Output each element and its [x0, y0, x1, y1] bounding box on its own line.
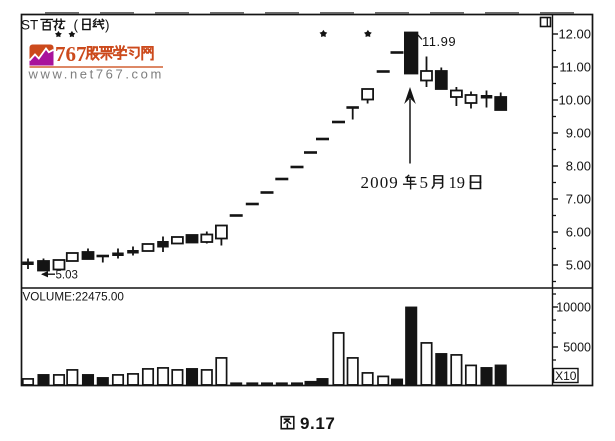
svg-text:9.17: 9.17 — [300, 414, 336, 433]
svg-text:5.03: 5.03 — [56, 270, 78, 282]
svg-text:11.00: 11.00 — [559, 60, 591, 75]
svg-text:8.00: 8.00 — [566, 159, 591, 174]
svg-text:ST: ST — [21, 18, 38, 33]
svg-text:7.00: 7.00 — [566, 192, 591, 207]
svg-text:VOLUME:22475.00: VOLUME:22475.00 — [23, 291, 125, 304]
svg-text:5000: 5000 — [563, 341, 591, 355]
svg-text:2009: 2009 — [361, 173, 399, 192]
svg-text:11.99: 11.99 — [422, 34, 456, 49]
svg-text:19: 19 — [449, 173, 466, 192]
svg-text:(: ( — [74, 18, 79, 33]
svg-text:10000: 10000 — [556, 301, 591, 315]
svg-text:X10: X10 — [555, 369, 577, 383]
svg-text:10.00: 10.00 — [558, 93, 591, 108]
svg-text:5.00: 5.00 — [566, 258, 591, 273]
svg-text:6.00: 6.00 — [566, 225, 591, 240]
svg-text:12.00: 12.00 — [558, 27, 591, 42]
svg-text:9.00: 9.00 — [566, 126, 591, 141]
svg-text:5: 5 — [420, 173, 429, 192]
svg-text:): ) — [105, 18, 110, 33]
svg-text:www.net767.com: www.net767.com — [28, 67, 164, 82]
svg-text:767: 767 — [55, 42, 87, 66]
